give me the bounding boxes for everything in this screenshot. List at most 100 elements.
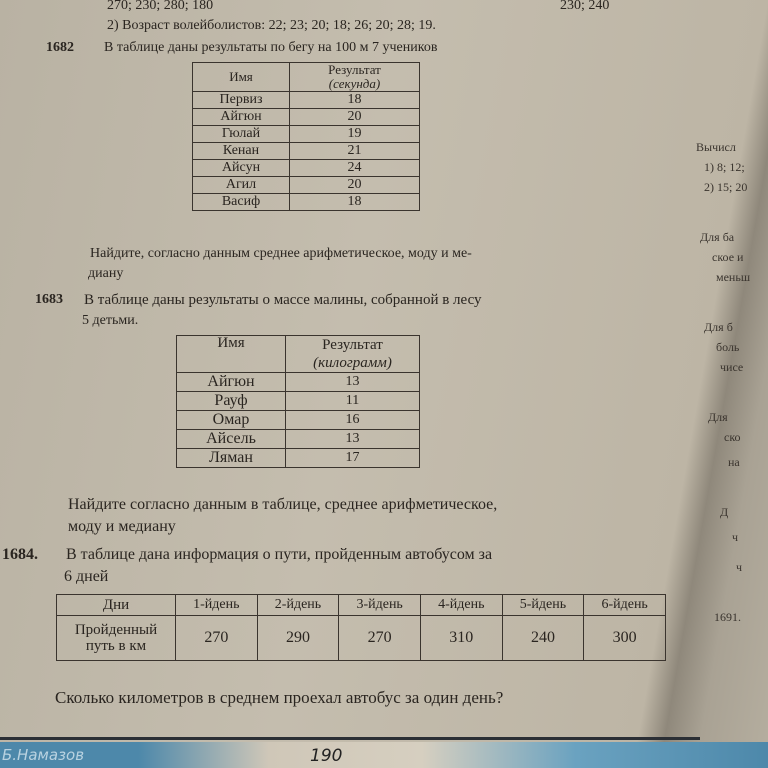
distance-value: 240 [501, 615, 585, 661]
table-row: Айсун 24 [192, 159, 420, 177]
row-header-distance-line-1: Пройденный [74, 622, 158, 638]
table-row: Первиз 18 [192, 91, 420, 109]
day-label: 2-йдень [256, 594, 340, 616]
question-1682-line-1: Найдите, согласно данным среднее арифмет… [90, 246, 472, 261]
right-page-fragment: 2) 15; 20 [704, 180, 748, 194]
row-header-distance: Пройденный путь в км [56, 615, 176, 661]
cell-name: Агил [192, 176, 290, 194]
cell-name: Айгюн [192, 108, 290, 126]
right-page-fragment: чисе [720, 360, 744, 374]
header-name: Имя [176, 335, 286, 373]
table-header-row: Имя Результат (секунда) [192, 62, 420, 92]
header-name: Имя [192, 62, 290, 92]
table-row: Ляман 17 [176, 448, 420, 468]
raspberry-mass-table: Имя Результат (килограмм) Айгюн 13 Рауф 11 … [176, 335, 420, 468]
footer-rule [0, 737, 700, 740]
header-result-unit: (килограмм) [313, 355, 392, 371]
day-label: 6-йдень [583, 594, 666, 616]
cell-name: Кенан [192, 142, 290, 160]
cell-value: 13 [285, 372, 420, 392]
cell-name: Айгюн [176, 372, 286, 392]
bus-distance-table: Дни 1-йдень 2-йдень 3-йдень 4-йдень 5-йд… [56, 594, 666, 661]
question-1684: Сколько километров в среднем проехал авт… [55, 688, 504, 707]
distance-value: 300 [583, 615, 666, 661]
header-result-label: Результат [322, 337, 383, 353]
cell-value: 20 [289, 176, 420, 194]
cell-name: Ляман [176, 448, 286, 468]
right-page-fragment: ско [724, 430, 741, 444]
right-page-fragment: Д [720, 505, 729, 519]
cell-name: Рауф [176, 391, 286, 411]
cell-value: 21 [289, 142, 420, 160]
question-1682-line-2: диану [88, 266, 124, 281]
table-row: Айсель 13 [176, 429, 420, 449]
header-result: Результат (килограмм) [285, 335, 420, 373]
right-page-fragment: боль [716, 340, 740, 354]
cell-value: 19 [289, 125, 420, 143]
cell-name: Айсель [176, 429, 286, 449]
day-label: 4-йдень [419, 594, 503, 616]
cell-value: 18 [289, 91, 420, 109]
page-footer-band [0, 742, 768, 768]
right-page-fragment: Для [708, 410, 728, 424]
cell-value: 11 [285, 391, 420, 411]
running-results-table: Имя Результат (секунда) Первиз 18 Айгюн 20 … [192, 62, 420, 211]
cell-name: Первиз [192, 91, 290, 109]
table-row: Омар 16 [176, 410, 420, 430]
question-1683-line-2: моду и медиану [68, 518, 176, 535]
right-page-fragment: 1) 8; 12; [704, 160, 745, 174]
row-header-days: Дни [56, 594, 176, 616]
cell-name: Омар [176, 410, 286, 430]
table-row: Агил 20 [192, 176, 420, 194]
exercise-number-1682: 1682 [46, 40, 74, 55]
table-header-row: Имя Результат (килограмм) [176, 335, 420, 373]
header-result-label: Результат [328, 62, 381, 77]
distance-value: 310 [419, 615, 503, 661]
exercise-text-1684-line-1: В таблице дана информация о пути, пройде… [66, 546, 493, 563]
right-page-fragment: ч [732, 530, 739, 544]
exercise-text-1682: В таблице даны результаты по бегу на 100… [104, 40, 438, 55]
cell-value: 18 [289, 193, 420, 211]
right-page-fragment: на [728, 455, 740, 469]
cell-value: 24 [289, 159, 420, 177]
cell-value: 20 [289, 108, 420, 126]
distance-value: 270 [175, 615, 258, 661]
exercise-number-1684: 1684. [2, 546, 38, 563]
right-page-fragment: Вычисл [696, 140, 736, 154]
top-line-2: 2) Возраст волейболистов: 22; 23; 20; 18… [107, 18, 436, 33]
right-page-edge: Вычисл 1) 8; 12; 2) 15; 20 Для ба ское и… [680, 0, 768, 768]
table-row: Рауф 11 [176, 391, 420, 411]
cell-name: Гюлай [192, 125, 290, 143]
header-result: Результат (секунда) [289, 62, 420, 92]
right-page-fragment: меньш [716, 270, 751, 284]
top-line-1: 270; 230; 280; 180 [107, 0, 214, 13]
day-label: 3-йдень [338, 594, 421, 616]
cell-value: 17 [285, 448, 420, 468]
header-result-unit: (секунда) [328, 76, 381, 91]
days-row: Дни 1-йдень 2-йдень 3-йдень 4-йдень 5-йд… [56, 594, 666, 616]
table-row: Васиф 18 [192, 193, 420, 211]
right-page-fragment: ч [736, 560, 743, 574]
exercise-text-1684-line-2: 6 дней [64, 568, 109, 585]
distance-row: Пройденный путь в км 270 290 270 310 240 … [56, 615, 666, 661]
cell-name: Васиф [192, 193, 290, 211]
exercise-text-1683-line-1: В таблице даны результаты о массе малины… [84, 292, 482, 308]
table-row: Айгюн 13 [176, 372, 420, 392]
page-number: 190 [310, 746, 343, 766]
table-row: Гюлай 19 [192, 125, 420, 143]
right-page-fragment: 1691. [714, 610, 741, 624]
exercise-number-1683: 1683 [35, 292, 63, 307]
day-label: 5-йдень [501, 594, 585, 616]
cell-value: 16 [285, 410, 420, 430]
cell-value: 13 [285, 429, 420, 449]
day-label: 1-йдень [175, 594, 258, 616]
top-line-1-right: 230; 240 [560, 0, 610, 13]
exercise-text-1683-line-2: 5 детьми. [82, 313, 139, 328]
right-page-fragment: ское и [712, 250, 744, 264]
cell-name: Айсун [192, 159, 290, 177]
right-page-fragment: Для б [704, 320, 733, 334]
footer-author: Б.Намазов [2, 746, 85, 764]
right-page-fragment: Для ба [700, 230, 735, 244]
row-header-distance-line-2: путь в км [85, 638, 147, 654]
distance-value: 290 [256, 615, 340, 661]
